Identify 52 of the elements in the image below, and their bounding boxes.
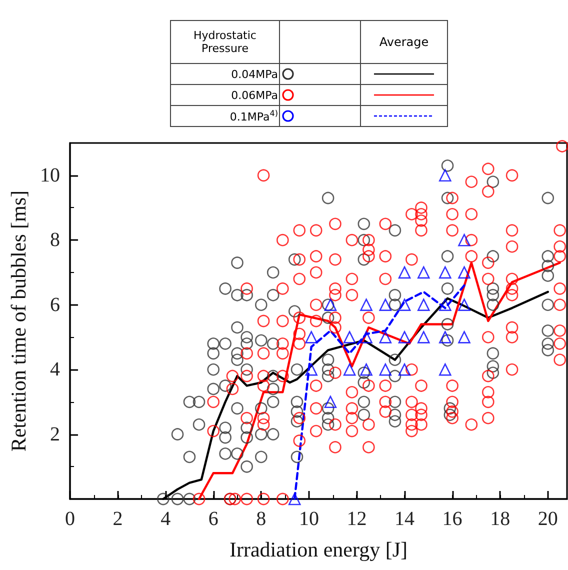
point bbox=[379, 363, 392, 376]
point bbox=[458, 298, 470, 311]
legend-label: 0.1MPa$^{4)}$ bbox=[170, 106, 280, 126]
x-tick-label: 16 bbox=[442, 508, 462, 530]
legend-title: Hydrostatic Pressure bbox=[170, 20, 280, 64]
point bbox=[360, 298, 372, 311]
point bbox=[324, 298, 337, 311]
point bbox=[458, 234, 470, 246]
point bbox=[288, 492, 301, 506]
y-tick-label: 2 bbox=[50, 423, 60, 446]
point bbox=[343, 331, 356, 344]
y-axis-title: Retention time of bubbles [ms] bbox=[6, 190, 31, 452]
x-tick-label: 2 bbox=[112, 508, 123, 530]
point bbox=[438, 266, 452, 279]
point bbox=[398, 266, 411, 279]
y-tick-label: 6 bbox=[50, 294, 60, 316]
x-tick-label: 12 bbox=[346, 508, 367, 530]
x-tick-label: 6 bbox=[208, 508, 218, 530]
point bbox=[305, 331, 318, 344]
point bbox=[379, 331, 392, 344]
point bbox=[438, 169, 452, 182]
x-tick-label: 10 bbox=[298, 508, 319, 530]
point bbox=[458, 331, 470, 344]
x-tick-label: 8 bbox=[256, 508, 266, 530]
legend-label: 0.04MPa bbox=[170, 64, 280, 84]
point bbox=[438, 298, 452, 311]
x-axis-title: Irradiation energy [J] bbox=[229, 538, 408, 562]
y-tick-label: 4 bbox=[50, 358, 60, 381]
x-tick-label: 4 bbox=[160, 508, 171, 530]
point bbox=[305, 363, 318, 376]
point bbox=[458, 266, 470, 279]
point bbox=[417, 266, 430, 279]
x-tick-label: 18 bbox=[490, 508, 510, 530]
point bbox=[417, 298, 430, 311]
point bbox=[360, 363, 372, 376]
point bbox=[398, 298, 411, 311]
y-tick-label: 10 bbox=[40, 164, 60, 186]
point bbox=[398, 331, 411, 344]
text: Average bbox=[360, 20, 448, 64]
point bbox=[438, 363, 452, 376]
point bbox=[417, 331, 430, 344]
point bbox=[360, 331, 372, 344]
point bbox=[343, 363, 356, 376]
legend-label: 0.06MPa bbox=[170, 84, 280, 106]
x-tick-label: 14 bbox=[394, 508, 415, 530]
point bbox=[324, 396, 337, 408]
point bbox=[438, 331, 452, 344]
y-tick-label: 8 bbox=[50, 229, 60, 252]
x-tick-label: 20 bbox=[538, 508, 558, 530]
x-tick-label: 0 bbox=[65, 508, 75, 530]
point bbox=[398, 363, 411, 376]
point bbox=[379, 298, 392, 311]
